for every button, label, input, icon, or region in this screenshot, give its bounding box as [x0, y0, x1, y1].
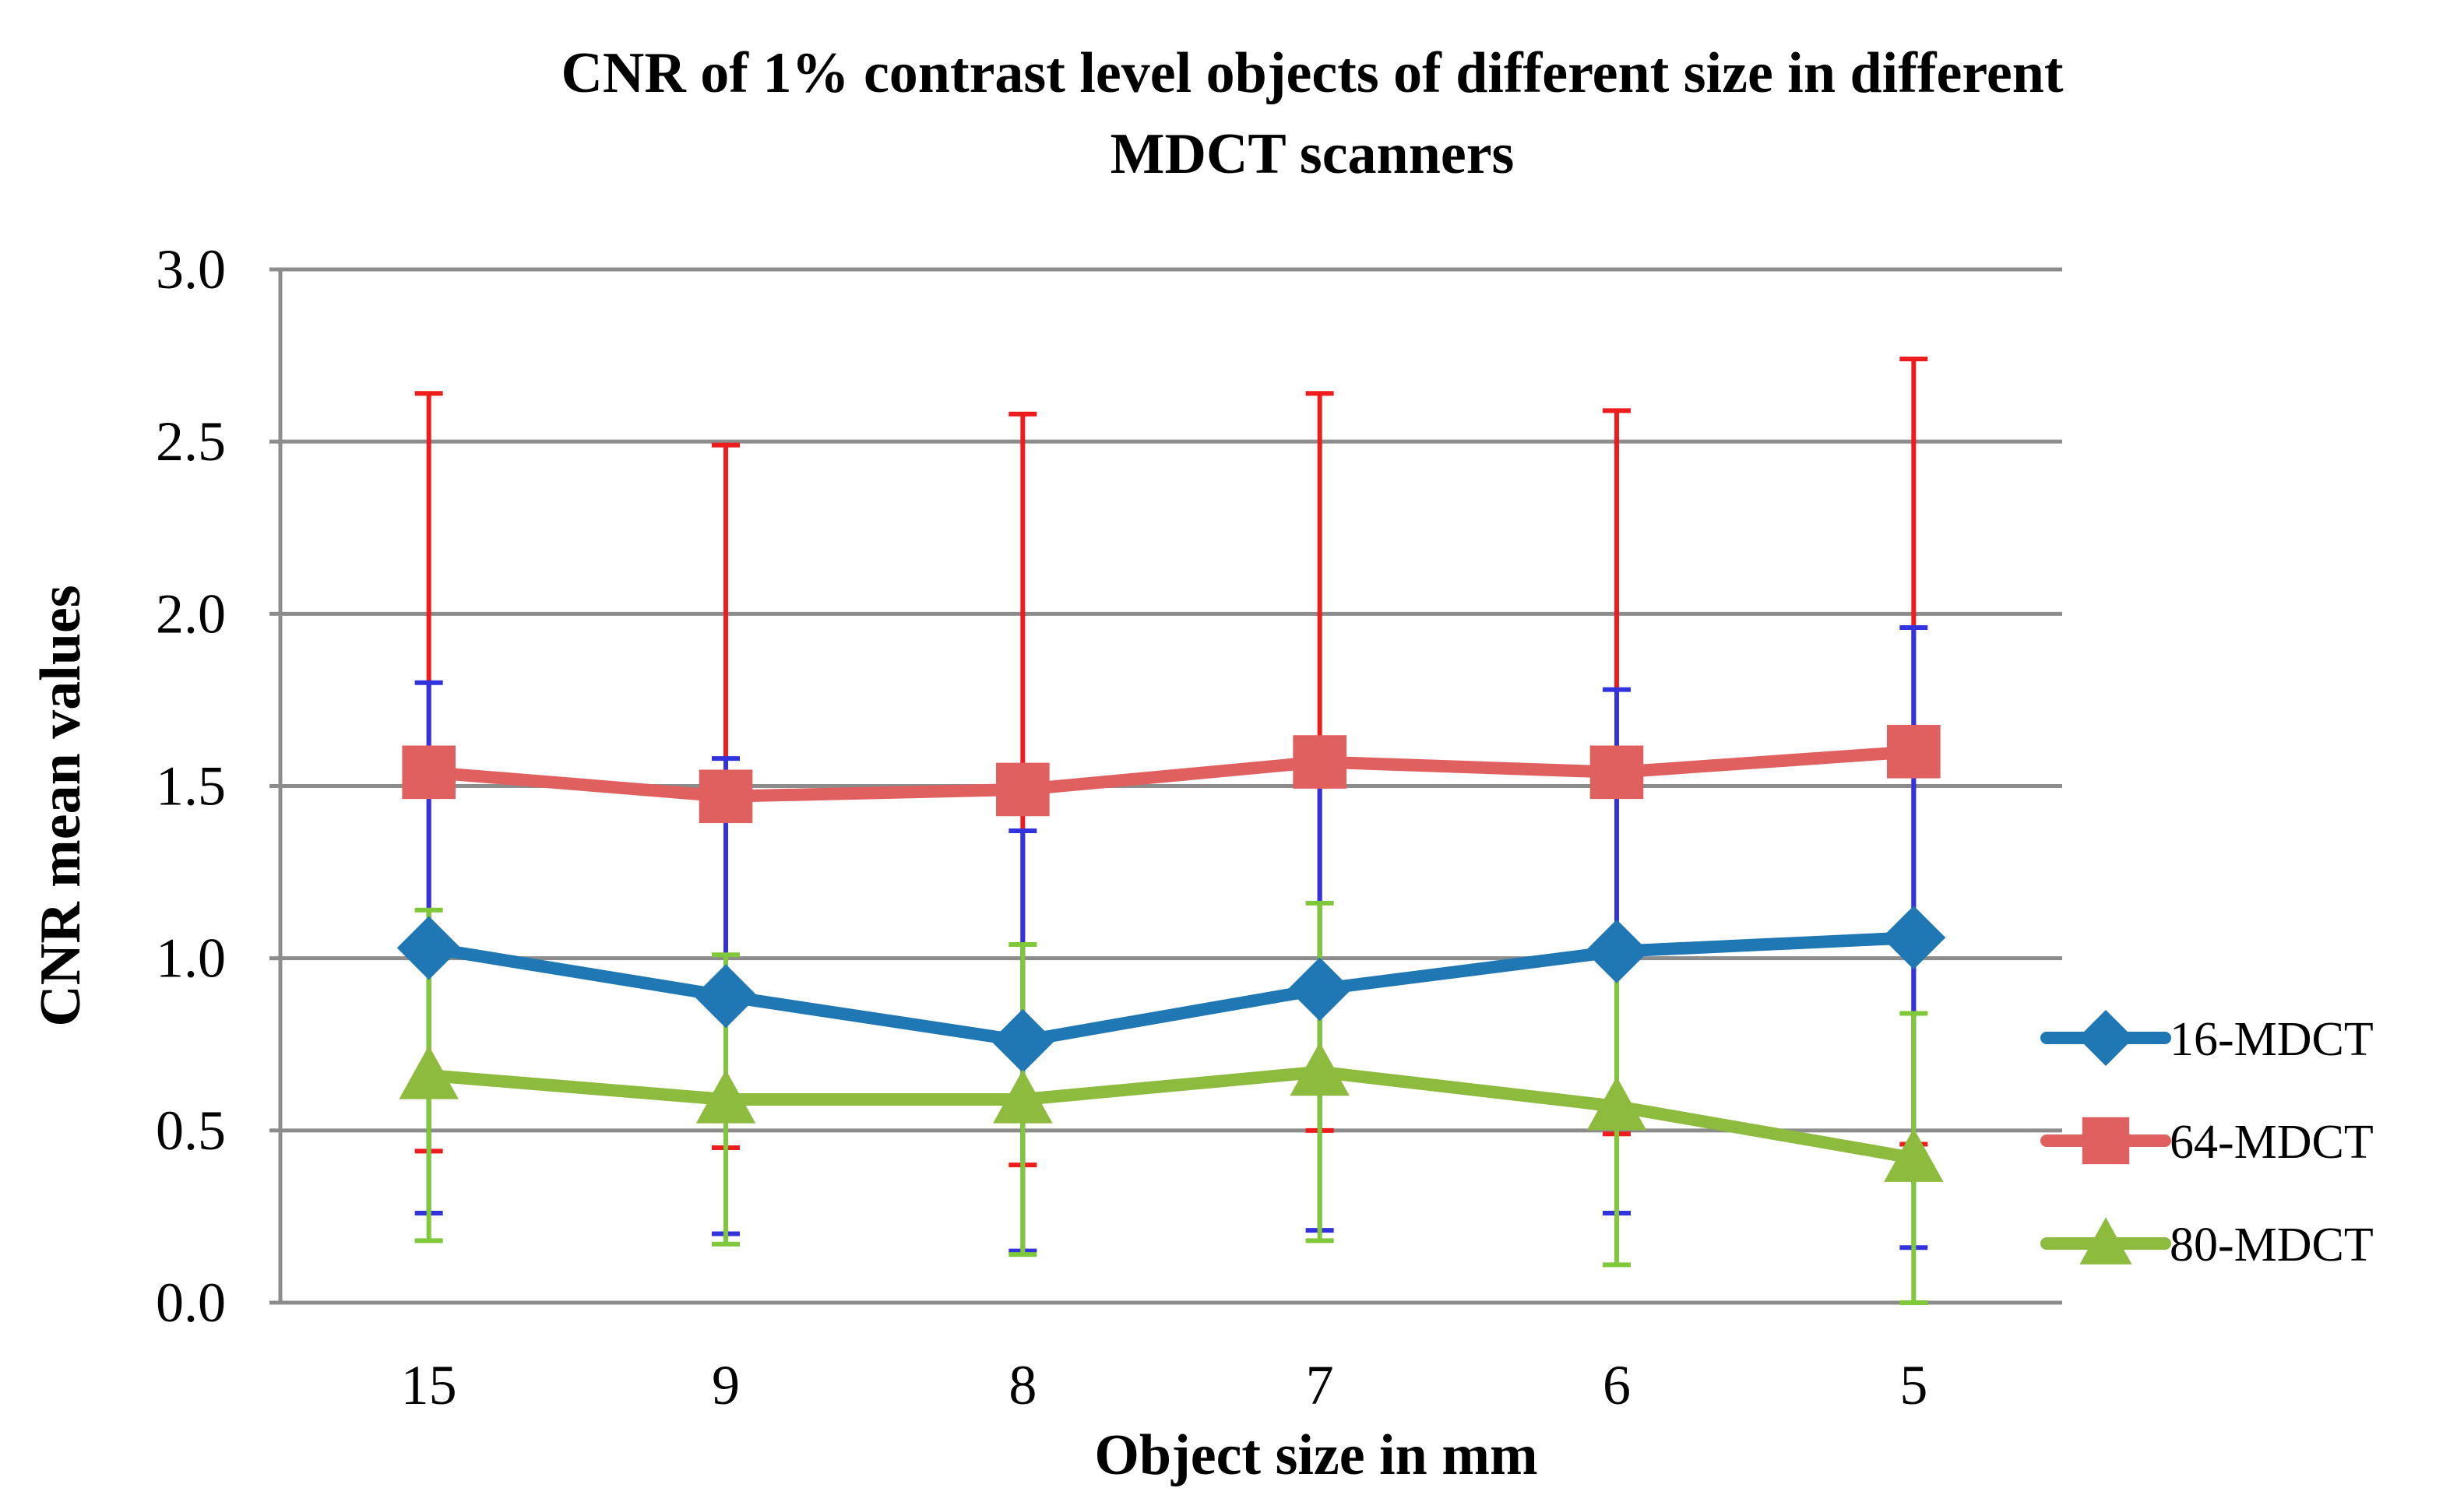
data-point-marker	[694, 964, 758, 1029]
y-tick-label: 1.0	[156, 927, 226, 990]
y-tick-label: 3.0	[156, 238, 226, 301]
y-tick-label: 0.5	[156, 1099, 226, 1162]
data-point-marker	[1293, 735, 1346, 789]
y-tick-label: 0.0	[156, 1272, 226, 1334]
axes	[269, 267, 2062, 1305]
legend-label: 64-MDCT	[2170, 1116, 2374, 1169]
data-point-marker	[991, 1008, 1055, 1073]
x-tick-label: 7	[1306, 1354, 1334, 1416]
data-point-marker	[1586, 1076, 1647, 1131]
data-point-marker	[399, 1045, 459, 1099]
data-point-marker	[1887, 724, 1941, 779]
x-tick-labels: 15 9 8 7 6 5	[401, 1354, 1928, 1416]
series-markers	[396, 724, 1946, 1182]
legend-marker	[2078, 1010, 2134, 1066]
x-tick-label: 6	[1603, 1354, 1631, 1416]
legend-label: 16-MDCT	[2170, 1013, 2374, 1066]
data-point-marker	[402, 745, 456, 800]
series-line	[422, 931, 1920, 1047]
data-point-marker	[1884, 1127, 1944, 1182]
legend: 16-MDCT 64-MDCT 80-MDCT	[2040, 1010, 2374, 1272]
data-point-marker	[396, 916, 461, 980]
chart-title-line-2: MDCT scanners	[1111, 122, 1515, 186]
legend-marker	[2079, 1217, 2132, 1265]
y-tick-label: 2.5	[156, 410, 226, 473]
data-point-marker	[699, 769, 753, 824]
chart-title-line-1: CNR of 1% contrast level objects of diff…	[561, 41, 2063, 105]
data-point-marker	[1290, 1042, 1350, 1096]
y-tick-label: 2.0	[156, 582, 226, 645]
data-point-marker	[1585, 919, 1649, 983]
legend-label: 80-MDCT	[2170, 1219, 2374, 1272]
data-point-marker	[993, 1069, 1053, 1124]
series-lines	[422, 745, 1920, 1165]
error-bars	[414, 357, 1928, 1305]
gridlines	[280, 267, 2062, 1133]
data-point-marker	[1881, 906, 1946, 970]
data-point-marker	[996, 762, 1050, 817]
x-tick-label: 15	[401, 1354, 457, 1416]
data-point-marker	[695, 1069, 756, 1124]
x-tick-label: 5	[1899, 1354, 1927, 1416]
series-line	[422, 745, 1920, 803]
x-axis-title: Object size in mm	[1094, 1423, 1537, 1487]
y-tick-label: 1.5	[156, 755, 226, 818]
series-line	[422, 1065, 1920, 1165]
y-tick-labels: 0.0 0.5 1.0 1.5 2.0 2.5 3.0	[156, 238, 226, 1334]
chart-title: CNR of 1% contrast level objects of diff…	[561, 41, 2063, 186]
y-axis-title: CNR mean values	[29, 585, 93, 1026]
x-tick-label: 9	[712, 1354, 740, 1416]
x-tick-label: 8	[1008, 1354, 1037, 1416]
legend-marker	[2082, 1117, 2130, 1165]
data-point-marker	[1287, 957, 1352, 1022]
data-point-marker	[1589, 745, 1644, 800]
